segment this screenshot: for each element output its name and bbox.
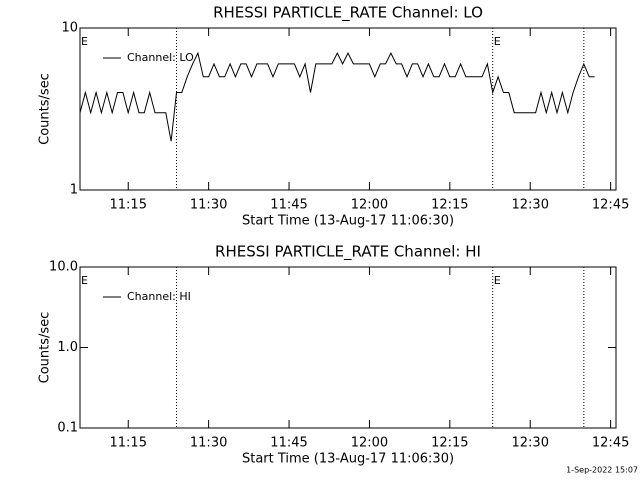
x-tick-label: 11:15 [110,198,147,213]
x-tick-label: 12:00 [351,198,388,213]
x-tick-label: 12:45 [592,436,629,451]
y-axis-label: Counts/sec [38,73,53,145]
footer: 1-Sep-2022 15:07 [566,466,638,475]
y-tick-label: 1.0 [57,340,78,355]
x-axis-label: Start Time (13-Aug-17 11:06:30) [242,452,454,467]
y-tick-label: 10 [61,21,78,36]
x-tick-label: 12:30 [512,198,549,213]
x-tick-label: 11:45 [270,198,307,213]
legend-label: Channel: HI [127,290,191,303]
annotation: E [494,274,501,287]
annotation: E [81,35,88,48]
annotation: E [81,274,88,287]
data-line [79,51,595,142]
y-tick-label: 10.0 [49,260,78,275]
x-tick-label: 12:00 [351,436,388,451]
y-axis-label: Counts/sec [38,312,53,384]
plot-frame [79,27,617,191]
x-tick-label: 12:15 [431,198,468,213]
x-tick-label: 12:15 [431,436,468,451]
x-tick-label: 11:30 [190,436,227,451]
chart-title: RHESSI PARTICLE_RATE Channel: HI [215,243,481,262]
x-tick-label: 11:15 [110,436,147,451]
x-tick-label: 12:45 [592,198,629,213]
x-axis-label: Start Time (13-Aug-17 11:06:30) [242,214,454,229]
x-tick-label: 12:30 [512,436,549,451]
y-tick-label: 1 [70,183,78,198]
chart-title: RHESSI PARTICLE_RATE Channel: LO [213,4,483,23]
legend-label: Channel: LO [127,51,194,64]
annotation: E [494,35,501,48]
x-tick-label: 11:45 [270,436,307,451]
x-tick-label: 11:30 [190,198,227,213]
y-tick-label: 0.1 [57,421,78,436]
